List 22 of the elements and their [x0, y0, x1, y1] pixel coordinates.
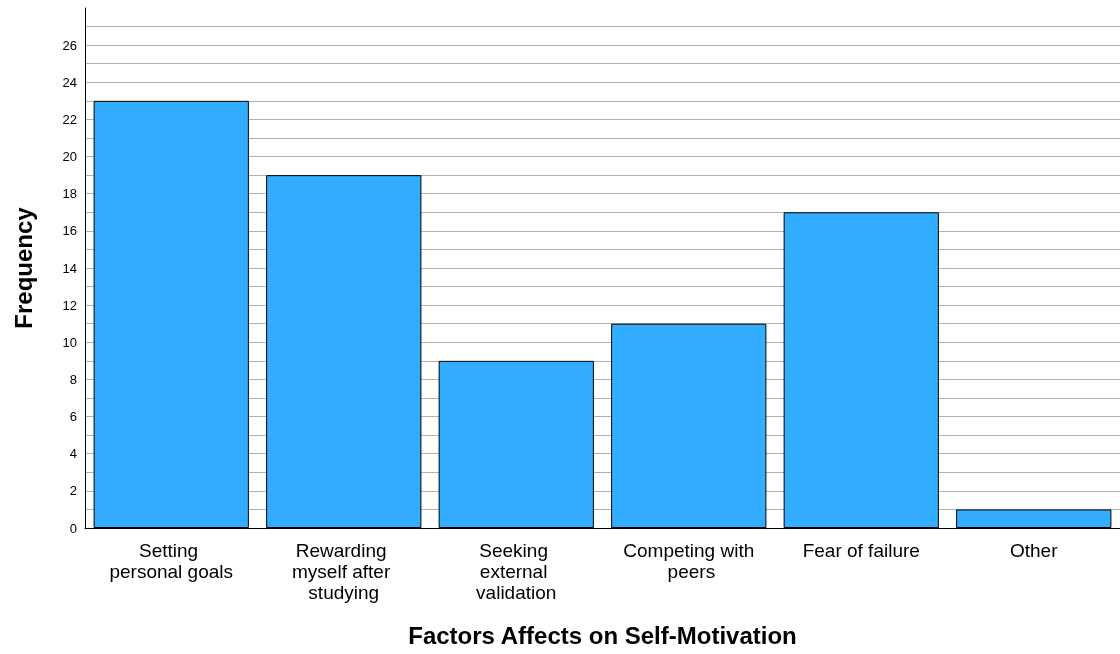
- x-axis-title: Factors Affects on Self-Motivation: [408, 621, 797, 649]
- y-tick-label: 16: [62, 223, 77, 239]
- y-tick-label: 6: [69, 409, 77, 425]
- y-tick-label: 18: [62, 186, 77, 202]
- y-axis-title: Frequency: [9, 206, 37, 329]
- y-tick-label: 26: [62, 37, 77, 53]
- x-tick-label: Competing with peers: [623, 540, 755, 582]
- y-tick-label: 0: [69, 520, 77, 536]
- x-tick-label: Other: [1009, 540, 1059, 561]
- x-tick-label: Setting personal goals: [109, 540, 234, 582]
- y-tick-label: 14: [62, 260, 77, 276]
- y-tick-label: 4: [69, 446, 77, 462]
- x-tick-label: Rewarding myself after studying: [292, 540, 396, 603]
- y-tick-label: 2: [69, 483, 77, 499]
- y-tick-label: 12: [62, 297, 77, 313]
- x-tick-label: Seeking external validation: [476, 540, 557, 603]
- y-tick-label: 22: [62, 111, 77, 127]
- x-tick-label: Fear of failure: [802, 540, 920, 561]
- y-tick-label: 24: [62, 74, 77, 90]
- y-tick-label: 8: [69, 371, 77, 387]
- y-tick-label: 10: [62, 334, 77, 350]
- y-tick-label: 20: [62, 149, 77, 165]
